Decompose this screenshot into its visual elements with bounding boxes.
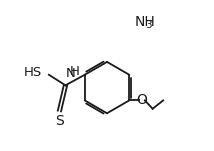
Text: NH: NH <box>135 15 156 29</box>
Text: O: O <box>137 93 147 107</box>
Text: H: H <box>69 65 79 78</box>
Text: 3: 3 <box>145 20 152 30</box>
Text: S: S <box>55 114 64 128</box>
Text: N: N <box>66 67 76 80</box>
Text: HS: HS <box>24 66 42 79</box>
